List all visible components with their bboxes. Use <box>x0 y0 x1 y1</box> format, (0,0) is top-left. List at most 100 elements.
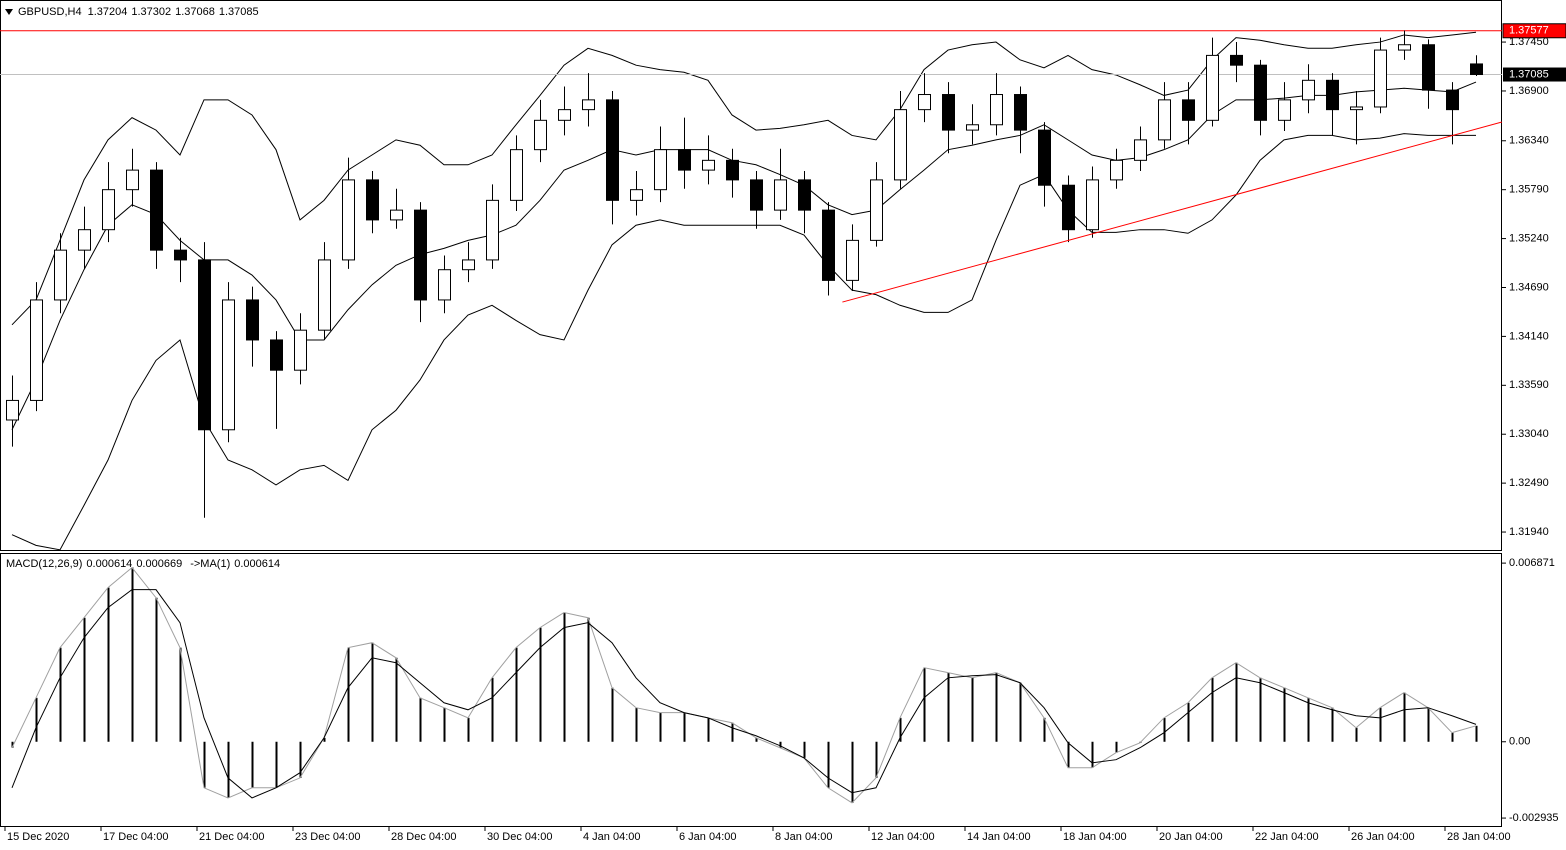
macd-label: MACD(12,26,9) <box>6 558 82 570</box>
candle-body <box>1302 79 1315 101</box>
candle-body <box>54 249 67 301</box>
candle-body <box>1374 49 1387 108</box>
hline-label-box <box>1502 23 1566 39</box>
band-middle <box>11 81 1477 430</box>
candle-body <box>318 259 331 331</box>
candle-body <box>654 149 667 191</box>
candle-body <box>246 299 259 341</box>
candle-body <box>1086 179 1099 231</box>
candle-body <box>582 99 595 111</box>
bid-label-box <box>1503 67 1566 82</box>
candle-body <box>462 259 475 271</box>
x-tick-label: 15 Dec 2020 <box>7 831 69 843</box>
band-lower <box>11 133 1477 550</box>
candle-body <box>102 189 115 231</box>
menu-triangle[interactable] <box>5 9 13 15</box>
candle-body <box>1014 94 1027 131</box>
x-tick-label: 6 Jan 04:00 <box>679 831 737 843</box>
macd-line <box>11 566 1477 804</box>
candle-body <box>750 179 763 211</box>
candle-body <box>294 329 307 371</box>
candle-body <box>894 109 907 181</box>
candle-body <box>1446 89 1459 111</box>
low: 1.37068 <box>175 6 215 18</box>
open: 1.37204 <box>88 6 128 18</box>
candle-body <box>30 299 43 401</box>
candle-body <box>342 179 355 261</box>
candle-body <box>510 149 523 201</box>
candle-body <box>798 179 811 211</box>
candle-body <box>966 124 979 131</box>
candle-body <box>270 339 283 371</box>
candle-body <box>222 299 235 431</box>
candle-body <box>150 169 163 251</box>
candle-body <box>822 209 835 281</box>
candle-body <box>6 399 19 421</box>
x-tick-label: 23 Dec 04:00 <box>295 831 360 843</box>
macd-y-tick-label: 0.006871 <box>1509 557 1555 569</box>
macd-plot <box>11 566 1478 804</box>
y-tick-label: 1.36340 <box>1509 135 1549 147</box>
candle-body <box>1134 139 1147 161</box>
price-panel <box>0 0 1502 551</box>
candle-body <box>174 249 187 261</box>
y-tick-label: 1.37450 <box>1509 36 1549 48</box>
x-tick-label: 28 Jan 04:00 <box>1447 831 1511 843</box>
x-tick-label: 18 Jan 04:00 <box>1063 831 1127 843</box>
macd-value: 0.000614 <box>86 558 132 570</box>
x-tick-label: 17 Dec 04:00 <box>103 831 168 843</box>
candle-body <box>1110 159 1123 181</box>
macd-header: MACD(12,26,9) 0.000614 0.000669 ->MA(1) 0.00… <box>6 558 280 570</box>
candle-body <box>1350 106 1363 111</box>
x-tick-label: 4 Jan 04:00 <box>583 831 641 843</box>
y-tick-label: 1.32490 <box>1509 477 1549 489</box>
axes: 1.37450 1.36900 1.36340 1.35790 1.35240 1.346… <box>4 23 1566 843</box>
y-tick-label: 1.34690 <box>1509 281 1549 293</box>
y-tick-label: 1.35790 <box>1509 184 1549 196</box>
candle-body <box>1398 44 1411 51</box>
candle-body <box>1062 184 1075 231</box>
price-header: GBPUSD,H4 1.37204 1.37302 1.37068 1.37085 <box>5 6 259 18</box>
x-tick-label: 21 Dec 04:00 <box>199 831 264 843</box>
y-tick-label: 1.31940 <box>1509 526 1549 538</box>
candle-body <box>846 239 859 281</box>
x-tick-label: 12 Jan 04:00 <box>871 831 935 843</box>
candle-body <box>558 109 571 121</box>
x-tick-label: 14 Jan 04:00 <box>967 831 1031 843</box>
candle-body <box>990 94 1003 126</box>
macd-panel <box>0 553 1502 827</box>
y-tick-label: 1.35240 <box>1509 232 1549 244</box>
symbol: GBPUSD,H4 <box>18 6 82 18</box>
candle-body <box>702 159 715 171</box>
candle-body <box>1158 99 1171 141</box>
candle-body <box>774 179 787 211</box>
x-tick-label: 8 Jan 04:00 <box>775 831 833 843</box>
candle-body <box>78 229 91 251</box>
candle-body <box>438 269 451 301</box>
candle-body <box>870 179 883 241</box>
macd-y-tick-label: -0.002935 <box>1509 812 1559 824</box>
x-tick-label: 30 Dec 04:00 <box>487 831 552 843</box>
y-tick-label: 1.34140 <box>1509 330 1549 342</box>
candle-body <box>1326 79 1339 111</box>
candle-body <box>366 179 379 221</box>
y-tick-label: 1.33590 <box>1509 379 1549 391</box>
candle-body <box>1422 44 1435 91</box>
x-tick-label: 20 Jan 04:00 <box>1159 831 1223 843</box>
candle-body <box>1038 129 1051 186</box>
trend-line <box>842 121 1502 303</box>
y-tick-label: 1.36900 <box>1509 85 1549 97</box>
candle-body <box>198 259 211 431</box>
candle-body <box>678 149 691 171</box>
candle-body <box>1470 63 1483 76</box>
candle-body <box>1278 99 1291 121</box>
candle-body <box>606 99 619 201</box>
hline-label: 1.37577 <box>1509 25 1549 37</box>
signal-value: 0.000669 <box>136 558 182 570</box>
candle-body <box>390 209 403 221</box>
ma-value: 0.000614 <box>234 558 280 570</box>
x-tick-label: 26 Jan 04:00 <box>1351 831 1415 843</box>
candle-body <box>1182 99 1195 121</box>
candle-body <box>414 209 427 301</box>
